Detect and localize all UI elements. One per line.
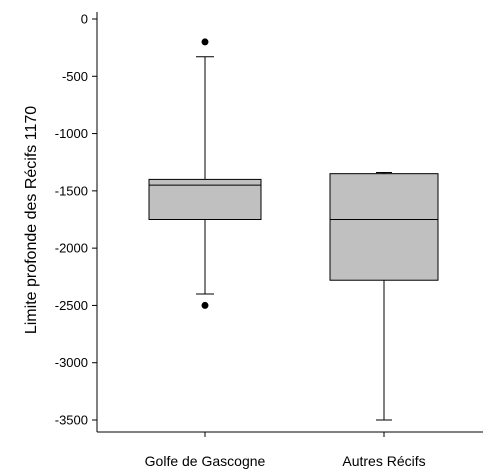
y-tick-label: -2500 [55, 298, 88, 313]
y-tick-label: -3000 [55, 355, 88, 370]
outlier-point [201, 38, 209, 46]
box-iqr [148, 178, 262, 220]
x-axis: Golfe de Gascogne Autres Récifs [97, 431, 483, 469]
y-tick-label: -2000 [55, 241, 88, 256]
x-category-label: Autres Récifs [342, 453, 425, 469]
box-group [148, 38, 262, 309]
box-series [148, 38, 439, 421]
y-tick-label: -500 [62, 69, 88, 84]
box-iqr [329, 173, 439, 281]
y-axis-title: Limite profonde des Récifs 1170 [23, 106, 40, 334]
box-group [329, 172, 439, 421]
y-tick-label: -1500 [55, 183, 88, 198]
outlier-point [201, 301, 209, 309]
y-tick-label: -3500 [55, 413, 88, 428]
y-axis: 0 -500 -1000 -1500 -2000 -2500 -3000 -3500 [55, 12, 98, 432]
y-tick-label: 0 [81, 12, 88, 27]
y-tick-label: -1000 [55, 126, 88, 141]
x-category-label: Golfe de Gascogne [145, 453, 266, 469]
